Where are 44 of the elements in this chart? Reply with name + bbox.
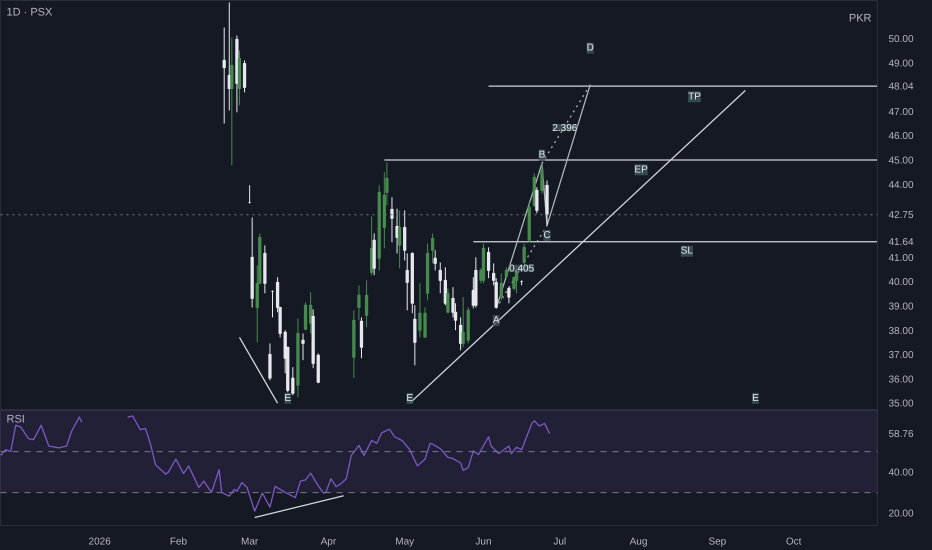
annotation: SL (680, 246, 694, 257)
x-tick-label: Jul (553, 536, 566, 548)
x-tick-label: May (395, 536, 414, 548)
y-tick-label: 35.00 (888, 398, 914, 410)
y-tick-label: 47.00 (888, 106, 914, 118)
y-tick-label: 58.76 (888, 429, 914, 440)
annotation: C (543, 230, 551, 241)
annotation: D (586, 42, 594, 54)
x-tick-label: Oct (786, 536, 802, 548)
annotation: E (284, 392, 292, 404)
annotation: 2.396 (552, 122, 578, 134)
y-tick-label: 37.00 (888, 350, 914, 362)
y-tick-label: 41.64 (888, 237, 914, 248)
annotation: EP (634, 164, 648, 176)
x-tick-label: Sep (708, 536, 727, 548)
y-tick-label: 38.00 (888, 326, 914, 337)
annotation: E (406, 392, 414, 404)
y-tick-label: 50.00 (888, 34, 914, 45)
y-tick-label: 48.04 (888, 82, 914, 93)
annotation: E (752, 392, 760, 404)
x-tick-label: Mar (241, 536, 259, 548)
annotation: 0.405 (509, 264, 535, 275)
y-tick-label: 42.75 (888, 210, 914, 222)
annotation: A (492, 315, 500, 326)
y-tick-label: 20.00 (888, 508, 914, 520)
annotation: TP (688, 91, 702, 102)
x-tick-label: Apr (320, 536, 337, 548)
x-tick-label: 2026 (88, 536, 112, 548)
y-tick-label: 40.00 (888, 468, 914, 479)
chart-title: RSI (6, 414, 25, 426)
text: 1D · PSX (6, 6, 54, 18)
annotation: B (538, 150, 546, 161)
y-tick-label: 45.00 (888, 156, 914, 167)
y-tick-label: 44.00 (888, 180, 914, 191)
y-tick-label: 41.00 (888, 252, 914, 264)
y-tick-label: 40.00 (888, 277, 914, 288)
x-tick-label: Feb (170, 536, 188, 548)
y-tick-label: 49.00 (888, 58, 914, 70)
y-tick-label: 36.00 (888, 374, 914, 386)
y-tick-label: 39.00 (888, 301, 914, 312)
x-tick-label: Jun (475, 536, 492, 548)
y-tick-label: 46.00 (888, 131, 914, 142)
x-tick-label: Aug (630, 536, 648, 548)
annotation: PKR (848, 12, 872, 24)
